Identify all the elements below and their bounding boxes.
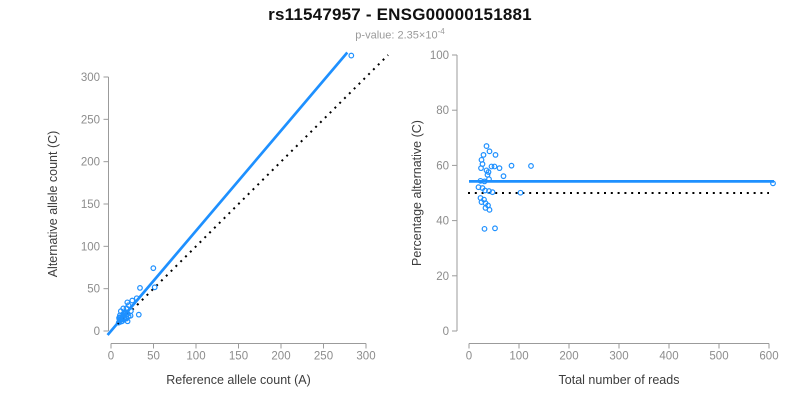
data-point <box>119 318 126 324</box>
data-point <box>125 302 132 309</box>
data-point <box>481 225 488 232</box>
x-tick-label: 100 <box>186 351 205 363</box>
x-tick-label: 0 <box>466 351 472 363</box>
x-axis-title: Reference allele count (A) <box>166 373 311 387</box>
data-point <box>488 163 495 170</box>
data-point <box>489 189 496 196</box>
data-point <box>483 143 490 149</box>
data-point <box>348 52 355 59</box>
y-tick-label: 100 <box>81 241 100 253</box>
y-tick-label: 50 <box>87 284 100 296</box>
data-point <box>127 312 134 319</box>
y-tick-label: 200 <box>81 157 100 169</box>
x-tick-label: 600 <box>759 351 778 363</box>
plot-header: rs11547957 - ENSG00000151881 p-value: 2.… <box>0 0 800 42</box>
pvalue-text: p-value: 2.35×10 <box>355 29 438 42</box>
y-axis-title: Percentage alternative (C) <box>410 120 424 266</box>
pvalue-exponent: -4 <box>437 27 445 36</box>
data-point <box>150 265 157 272</box>
plot-title: rs11547957 - ENSG00000151881 <box>268 5 532 24</box>
data-point <box>492 225 498 232</box>
data-point <box>486 176 492 183</box>
y-tick-label: 0 <box>443 326 449 338</box>
data-point <box>481 178 488 185</box>
data-point <box>528 163 534 169</box>
fitted-ratio-line <box>106 51 349 336</box>
y-tick-label: 250 <box>81 114 100 126</box>
data-point <box>480 152 487 158</box>
data-point <box>124 318 131 325</box>
y-tick-label: 80 <box>436 105 449 117</box>
plot-subtitle: p-value: 2.35×10-4 <box>0 27 800 42</box>
y-tick-label: 40 <box>436 216 449 228</box>
x-tick-label: 0 <box>108 351 114 363</box>
data-point <box>485 169 492 175</box>
y-tick-label: 0 <box>94 326 100 338</box>
data-point <box>137 285 143 291</box>
data-point <box>486 148 493 155</box>
data-point <box>123 315 130 322</box>
x-tick-label: 250 <box>314 351 333 363</box>
data-point <box>478 165 484 172</box>
y-tick-label: 150 <box>81 199 100 211</box>
data-point <box>133 295 140 302</box>
data-point <box>517 189 524 196</box>
x-tick-label: 50 <box>147 351 160 363</box>
data-point <box>135 311 142 318</box>
data-point <box>486 188 492 194</box>
y-tick-label: 20 <box>436 271 449 283</box>
data-point <box>151 284 158 291</box>
x-tick-label: 500 <box>709 351 728 363</box>
x-tick-label: 300 <box>609 351 628 363</box>
data-point <box>124 299 131 306</box>
data-point <box>496 165 503 172</box>
data-point <box>129 297 136 304</box>
data-point <box>500 173 507 180</box>
data-point <box>770 180 776 187</box>
x-tick-label: 300 <box>356 351 375 363</box>
y-tick-label: 60 <box>436 160 449 172</box>
data-point <box>492 152 499 158</box>
x-tick-label: 100 <box>509 351 528 363</box>
identity-line <box>117 54 389 325</box>
data-point <box>491 163 498 170</box>
y-tick-label: 100 <box>430 50 449 62</box>
x-tick-label: 150 <box>229 351 248 363</box>
y-tick-label: 300 <box>81 72 100 84</box>
data-point <box>508 162 515 169</box>
data-point <box>486 206 493 213</box>
x-tick-label: 400 <box>659 351 678 363</box>
x-axis-title: Total number of reads <box>559 373 680 387</box>
x-tick-label: 200 <box>559 351 578 363</box>
y-axis-title: Alternative allele count (C) <box>46 131 60 278</box>
x-tick-label: 200 <box>271 351 290 363</box>
